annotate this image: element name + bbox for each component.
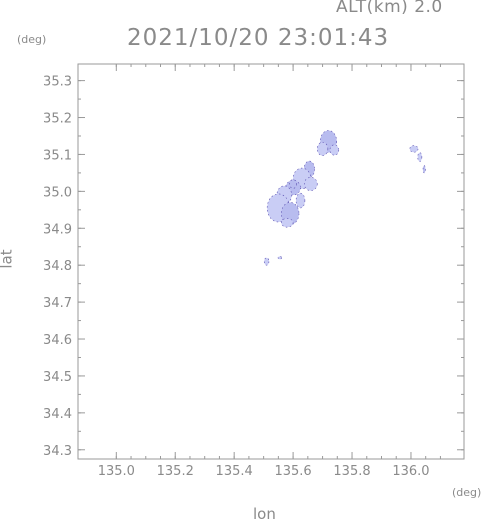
- y-tick-label: 34.3: [43, 444, 72, 459]
- x-axis: 135.0 135.2 135.4 135.6 135.8 136.0: [98, 64, 441, 479]
- y-axis: 34.3 34.4 34.5 34.6 34.7 34.8 34.9 35.0 35.1 35.2…: [43, 75, 464, 459]
- echo-cell: [295, 192, 306, 209]
- y-tick-label: 34.8: [43, 259, 72, 274]
- y-tick-label: 34.5: [43, 370, 72, 385]
- y-tick-label: 35.3: [43, 75, 72, 90]
- x-axis-label: lon: [253, 505, 276, 523]
- y-tick-label: 35.2: [43, 112, 72, 127]
- echo-cell: [329, 144, 340, 156]
- echo-cell: [289, 179, 297, 189]
- x-tick-label: 135.2: [157, 464, 194, 479]
- echo-cell: [277, 256, 282, 260]
- x-axis-unit: (deg): [452, 486, 482, 499]
- echo-cell: [263, 257, 270, 266]
- x-tick-label: 135.8: [333, 464, 370, 479]
- echo-layer: [263, 130, 426, 266]
- altitude-label: ALT(km) 2.0: [336, 0, 443, 17]
- y-axis-unit: (deg): [17, 33, 47, 46]
- echo-cell: [316, 141, 329, 156]
- echo-cell: [417, 152, 423, 162]
- y-tick-label: 35.1: [43, 148, 72, 163]
- y-tick-label: 34.7: [43, 296, 72, 311]
- echo-cell: [281, 218, 294, 228]
- echo-cell: [409, 145, 419, 153]
- plot-frame: [77, 63, 465, 460]
- x-tick-label: 136.0: [392, 464, 429, 479]
- y-tick-label: 34.4: [43, 407, 72, 422]
- y-tick-label: 34.9: [43, 222, 72, 237]
- x-tick-label: 135.6: [274, 464, 311, 479]
- echo-cell: [422, 165, 426, 174]
- x-tick-label: 135.0: [98, 464, 135, 479]
- x-tick-label: 135.4: [216, 464, 253, 479]
- y-tick-label: 34.6: [43, 333, 72, 348]
- y-tick-label: 35.0: [43, 185, 72, 200]
- chart-title: 2021/10/20 23:01:43: [127, 25, 390, 51]
- echo-cell: [303, 177, 318, 191]
